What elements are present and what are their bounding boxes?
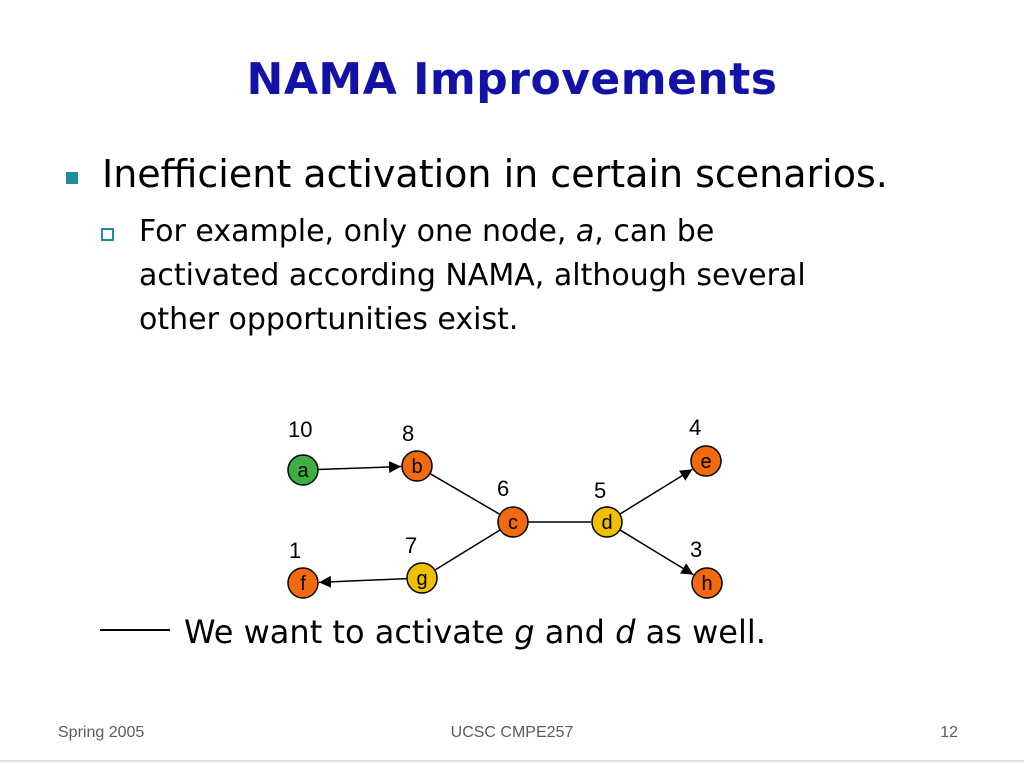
node-circle-h: [691, 567, 723, 599]
node-c: c6: [497, 476, 529, 538]
edge-g-f: [318, 575, 408, 588]
note-part2: and: [534, 613, 616, 651]
node-g: g7: [405, 533, 438, 594]
node-circle-e: [690, 445, 722, 477]
node-weight-b: 8: [402, 421, 414, 446]
node-weight-e: 4: [689, 415, 701, 440]
node-weight-h: 3: [690, 537, 702, 562]
node-label-a: a: [297, 460, 309, 482]
footer-page-number: 12: [940, 724, 958, 741]
node-label-f: f: [300, 573, 306, 595]
node-weight-g: 7: [405, 533, 417, 558]
node-circle-d: [591, 506, 623, 538]
hollow-square-bullet-icon: [101, 228, 114, 241]
edge-d-h: [619, 529, 694, 576]
node-circle-a: [287, 454, 319, 486]
node-label-b: b: [411, 456, 422, 478]
node-d: d5: [591, 478, 623, 538]
note-line: We want to activate g and d as well.: [100, 610, 766, 654]
node-circle-g: [406, 562, 438, 594]
note-node-d: d: [615, 613, 636, 651]
note-part3: as well.: [635, 613, 766, 651]
edge-d-e: [619, 468, 693, 515]
sub-bullet-text: For example, only one node, a, can be ac…: [139, 210, 929, 342]
footer-divider: [0, 760, 1024, 762]
sub-bullet-line-3: other opportunities exist.: [139, 302, 519, 337]
edge-a-b: [317, 460, 402, 473]
sub-bullet-part2: , can be: [594, 214, 715, 249]
node-b: b8: [401, 421, 433, 482]
square-bullet-icon: [66, 172, 78, 184]
footer-course: UCSC CMPE257: [450, 724, 574, 741]
node-f: f1: [287, 538, 319, 599]
node-label-d: d: [601, 512, 612, 534]
slide-title: NAMA Improvements: [246, 54, 778, 105]
edge-b-c: [429, 472, 500, 515]
node-label-c: c: [508, 512, 518, 534]
footer-date: Spring 2005: [58, 724, 145, 741]
edge-c-g: [435, 529, 501, 571]
sub-bullet-line-2: activated according NAMA, although sever…: [139, 258, 806, 293]
node-e: e4: [689, 415, 722, 477]
node-weight-c: 6: [497, 476, 509, 501]
node-weight-a: 10: [288, 417, 312, 442]
note-node-g: g: [514, 613, 535, 651]
node-circle-c: [497, 506, 529, 538]
node-label-e: e: [700, 451, 711, 473]
sub-bullet-node-a: a: [575, 214, 595, 249]
node-weight-f: 1: [289, 538, 301, 563]
sub-bullet-line-1: For example, only one node, a, can be: [139, 210, 929, 254]
bullet-text: Inefficient activation in certain scenar…: [102, 152, 888, 196]
node-circle-f: [287, 567, 319, 599]
line-legend-icon: [100, 629, 170, 631]
node-h: h3: [690, 537, 723, 599]
node-label-g: g: [416, 568, 427, 590]
node-a: a 10: [287, 417, 319, 486]
node-weight-d: 5: [594, 478, 606, 503]
sub-bullet-part1: For example, only one node,: [139, 214, 576, 249]
note-part1: We want to activate: [184, 613, 515, 651]
node-circle-b: [401, 450, 433, 482]
node-label-h: h: [701, 573, 712, 595]
